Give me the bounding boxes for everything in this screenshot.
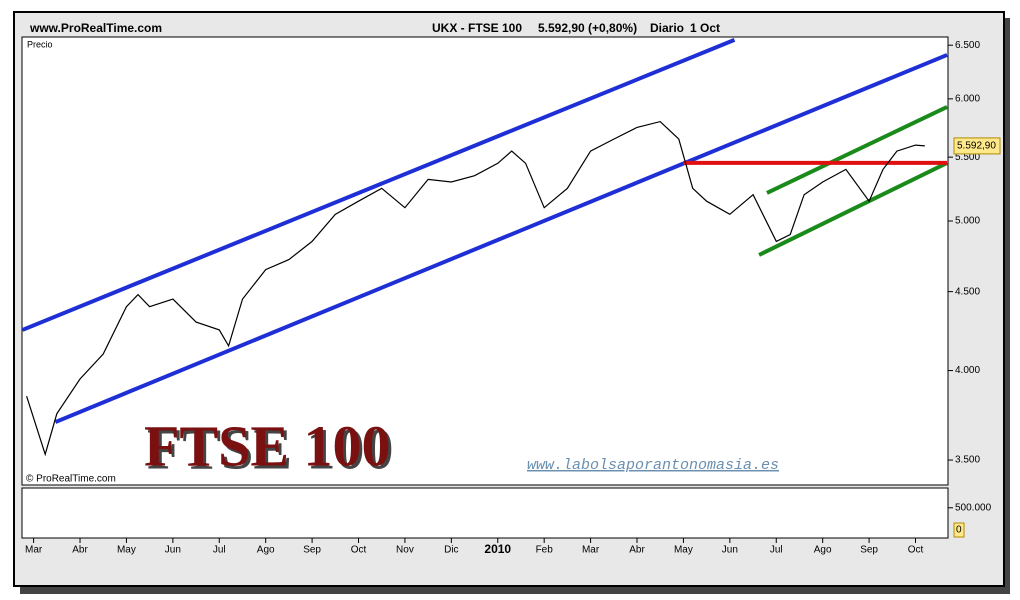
x-tick-label: Jul [213, 545, 226, 556]
x-tick-label: May [117, 545, 136, 556]
x-tick-label: May [674, 545, 693, 556]
copyright: © ProRealTime.com [26, 474, 116, 485]
annotation-shadow: FTSE 100 [147, 416, 394, 481]
volume-tick-label: 500.000 [955, 502, 992, 513]
price-panel [21, 36, 949, 486]
website: www.labolsaporantonomasia.es [527, 457, 779, 474]
y-tick-label: 4.500 [955, 286, 980, 297]
x-tick-label: Jun [165, 545, 181, 556]
x-tick-label: Mar [25, 545, 43, 556]
subtitle: 5.592,90 (+0,80%) [538, 21, 637, 35]
x-tick-label: Ago [257, 545, 275, 556]
x-tick-label: Oct [908, 545, 924, 556]
date: 1 Oct [690, 21, 720, 35]
y-tick-label: 5.500 [955, 152, 980, 163]
volume-last-box [953, 522, 965, 538]
last-value-label: 5.592,90 [957, 141, 996, 152]
last-value-box [953, 137, 1001, 155]
x-tick-label: Jun [722, 545, 738, 556]
x-tick-label: Abr [629, 545, 645, 556]
x-tick-label: Jul [770, 545, 783, 556]
trendline [766, 105, 948, 195]
x-tick-label: Sep [303, 545, 321, 556]
x-tick-label: Ago [814, 545, 832, 556]
x-tick-label: Dic [444, 545, 458, 556]
x-tick-label: Abr [72, 545, 88, 556]
volume-last-label: 0 [956, 525, 962, 536]
y-label: Precio [27, 39, 53, 49]
x-tick-label: Nov [396, 545, 414, 556]
y-tick-label: 6.000 [955, 93, 980, 104]
y-tick-label: 6.500 [955, 40, 980, 51]
trendline [54, 53, 948, 424]
y-tick-label: 5.000 [955, 216, 980, 227]
y-tick-label: 4.000 [955, 365, 980, 376]
x-tick-label: Sep [860, 545, 878, 556]
trendline [758, 161, 948, 257]
x-tick-label: Oct [351, 545, 367, 556]
big-title: FTSE 100 [144, 413, 391, 478]
site: www.ProRealTime.com [29, 21, 162, 35]
x-tick-label: 2010 [484, 542, 511, 556]
period: Diario [650, 21, 684, 35]
x-tick-label: Feb [536, 545, 554, 556]
y-tick-label: 3.500 [955, 455, 980, 466]
trendline [21, 38, 736, 332]
title: UKX - FTSE 100 [432, 21, 522, 35]
volume-panel [21, 487, 949, 539]
price-line [26, 120, 925, 457]
x-tick-label: Mar [582, 545, 600, 556]
